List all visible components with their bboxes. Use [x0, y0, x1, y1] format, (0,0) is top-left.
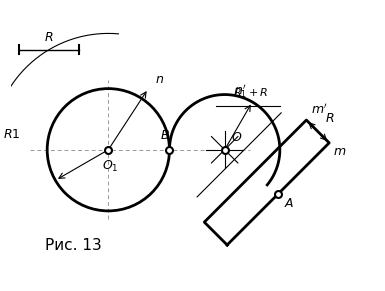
Text: $n$: $n$ — [155, 73, 164, 86]
Text: $n'$: $n'$ — [234, 83, 246, 98]
Text: Рис. 13: Рис. 13 — [45, 238, 101, 253]
Text: $m$: $m$ — [333, 146, 347, 158]
Text: $R_1+R$: $R_1+R$ — [233, 87, 268, 100]
Text: $O_1$: $O_1$ — [102, 159, 118, 174]
Text: $R$: $R$ — [325, 112, 334, 125]
Text: $O$: $O$ — [231, 131, 242, 144]
Text: $R$: $R$ — [44, 31, 54, 44]
Text: $R1$: $R1$ — [3, 128, 20, 141]
Text: $m'$: $m'$ — [311, 103, 328, 118]
Text: $A$: $A$ — [284, 197, 295, 210]
Text: $B$: $B$ — [160, 129, 170, 142]
